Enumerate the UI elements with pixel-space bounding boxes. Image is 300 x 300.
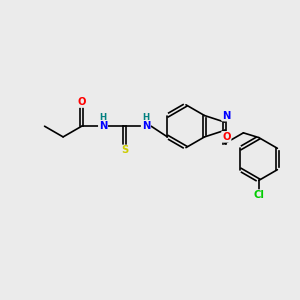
Text: N: N	[142, 121, 150, 131]
Text: N: N	[222, 111, 230, 121]
Text: N: N	[99, 121, 107, 131]
Text: H: H	[100, 113, 106, 122]
Text: O: O	[77, 97, 86, 107]
Text: H: H	[142, 113, 149, 122]
Text: S: S	[121, 146, 128, 155]
Text: Cl: Cl	[254, 190, 264, 200]
Text: O: O	[222, 132, 231, 142]
